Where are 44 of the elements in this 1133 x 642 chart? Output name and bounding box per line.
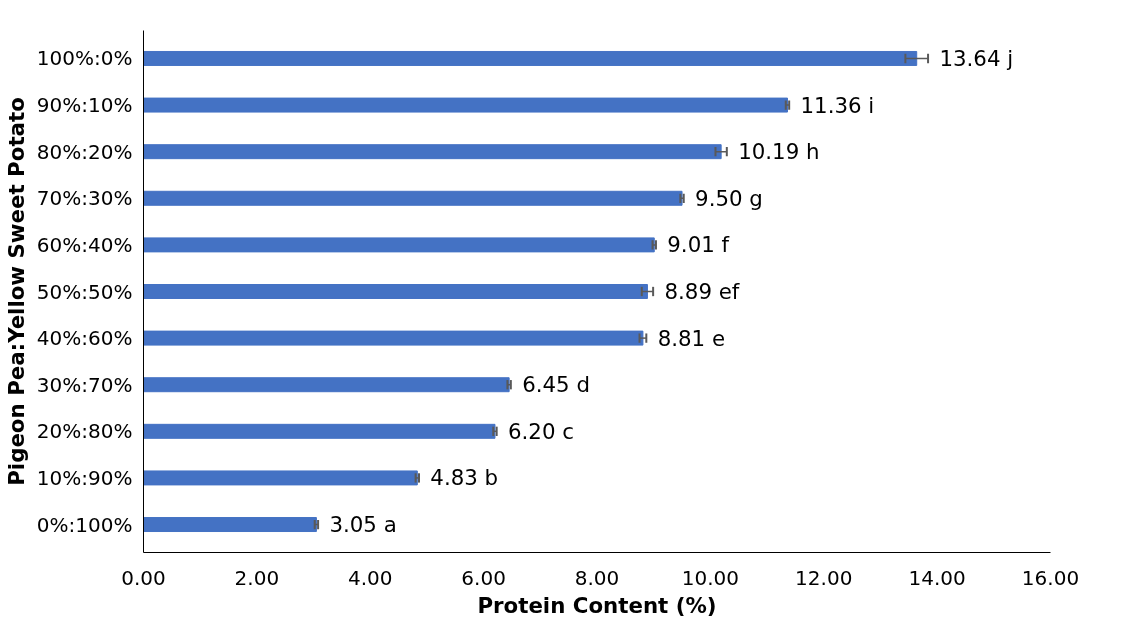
data-label: 8.81 e [657, 325, 726, 351]
x-tick-label: 4.00 [347, 565, 393, 590]
y-tick-label: 0%:100% [36, 512, 133, 537]
x-axis-title: Protein Content (%) [477, 592, 717, 618]
x-tick-label: 14.00 [908, 565, 966, 590]
x-tick-label: 6.00 [461, 565, 506, 590]
data-label: 3.05 a [329, 512, 397, 538]
bar [143, 284, 648, 299]
x-tick-label: 10.00 [681, 565, 740, 590]
data-label: 4.83 b [430, 465, 499, 491]
y-tick-label: 30%:70% [36, 372, 133, 397]
bar [143, 50, 918, 66]
y-tick-label: 100%:0% [36, 46, 133, 71]
bar [143, 377, 510, 393]
y-axis-title: Pigeon Pea:Yellow Sweet Potato [3, 97, 29, 486]
y-tick-label: 90%:10% [36, 93, 133, 118]
x-tick-label: 2.00 [234, 565, 280, 590]
y-tick-label: 20%:80% [36, 419, 133, 444]
bar [143, 237, 655, 253]
bar [143, 97, 788, 113]
data-label: 9.50 g [695, 185, 763, 211]
y-tick-label: 80%:20% [36, 139, 133, 164]
data-label: 8.89 ef [664, 279, 740, 304]
y-tick-label: 60%:40% [36, 232, 133, 257]
bar [143, 470, 418, 486]
data-label: 9.01 f [667, 232, 730, 258]
y-tick-label: 70%:30% [36, 186, 133, 211]
data-label: 11.36 i [800, 92, 875, 118]
x-tick-label: 12.00 [795, 565, 853, 590]
bar [143, 423, 496, 439]
bar [143, 330, 644, 346]
data-label: 6.45 d [522, 372, 590, 398]
bar [143, 144, 722, 160]
x-tick-label: 8.00 [574, 565, 620, 590]
x-tick-label: 16.00 [1021, 565, 1080, 590]
data-label: 13.64 j [939, 45, 1014, 71]
y-tick-label: 40%:60% [36, 326, 133, 351]
bar [143, 517, 317, 533]
y-tick-label: 50%:50% [36, 279, 133, 304]
x-tick-label: 0.00 [121, 565, 166, 590]
data-label: 6.20 c [508, 418, 574, 444]
bar [143, 190, 683, 206]
data-label: 10.19 h [738, 139, 820, 165]
y-tick-label: 10%:90% [36, 465, 133, 490]
